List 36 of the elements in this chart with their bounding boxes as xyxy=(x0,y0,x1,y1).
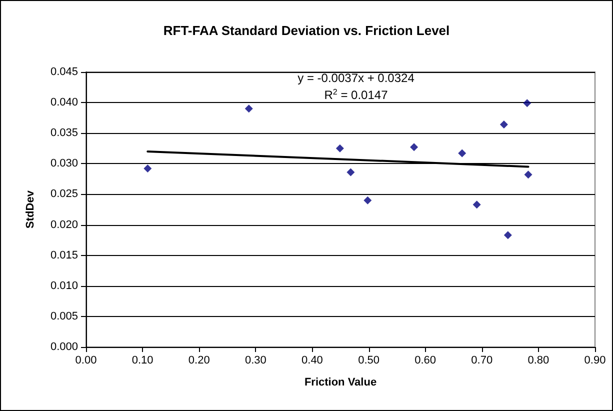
x-tick-label: 0.00 xyxy=(75,354,97,366)
x-tick-label: 0.40 xyxy=(302,354,323,366)
y-tick-label: 0.045 xyxy=(50,66,78,78)
x-tick-label: 0.60 xyxy=(414,354,436,366)
y-tick-label: 0.030 xyxy=(50,158,78,170)
point xyxy=(244,104,253,113)
y-axis-title: StdDev xyxy=(24,190,36,228)
point xyxy=(472,200,481,209)
point xyxy=(504,231,512,240)
y-tick-label: 0.010 xyxy=(50,280,78,292)
x-axis-title: Friction Value xyxy=(304,376,377,388)
y-tick-label: 0.015 xyxy=(50,249,78,262)
chart-title: RFT-FAA Standard Deviation vs. Friction Level xyxy=(163,23,450,38)
point xyxy=(364,196,372,204)
y-tick-label: 0.035 xyxy=(50,127,78,140)
point xyxy=(458,149,466,158)
x-tick-label: 0.50 xyxy=(358,354,380,366)
x-tick-label: 0.30 xyxy=(244,354,266,366)
x-tick-label: 0.20 xyxy=(188,354,210,366)
y-tick-label: 0.020 xyxy=(50,218,78,231)
point xyxy=(346,168,355,176)
point xyxy=(524,170,532,179)
y-tick-label: 0.025 xyxy=(50,188,78,200)
y-tick-label: 0.005 xyxy=(50,310,78,322)
annotation: y = -0.0037x + 0.0324 xyxy=(298,71,415,85)
y-tick-label: 0.040 xyxy=(50,96,78,109)
point xyxy=(523,99,532,108)
point xyxy=(500,120,508,129)
x-tick-label: 0.80 xyxy=(528,354,550,366)
y-tick-label: 0.000 xyxy=(50,341,78,353)
x-tick-label: 0.90 xyxy=(584,354,606,366)
point xyxy=(410,143,418,152)
x-tick-label: 0.70 xyxy=(471,354,493,366)
point xyxy=(336,144,344,152)
x-tick-label: 0.10 xyxy=(132,354,154,366)
point xyxy=(144,164,152,173)
